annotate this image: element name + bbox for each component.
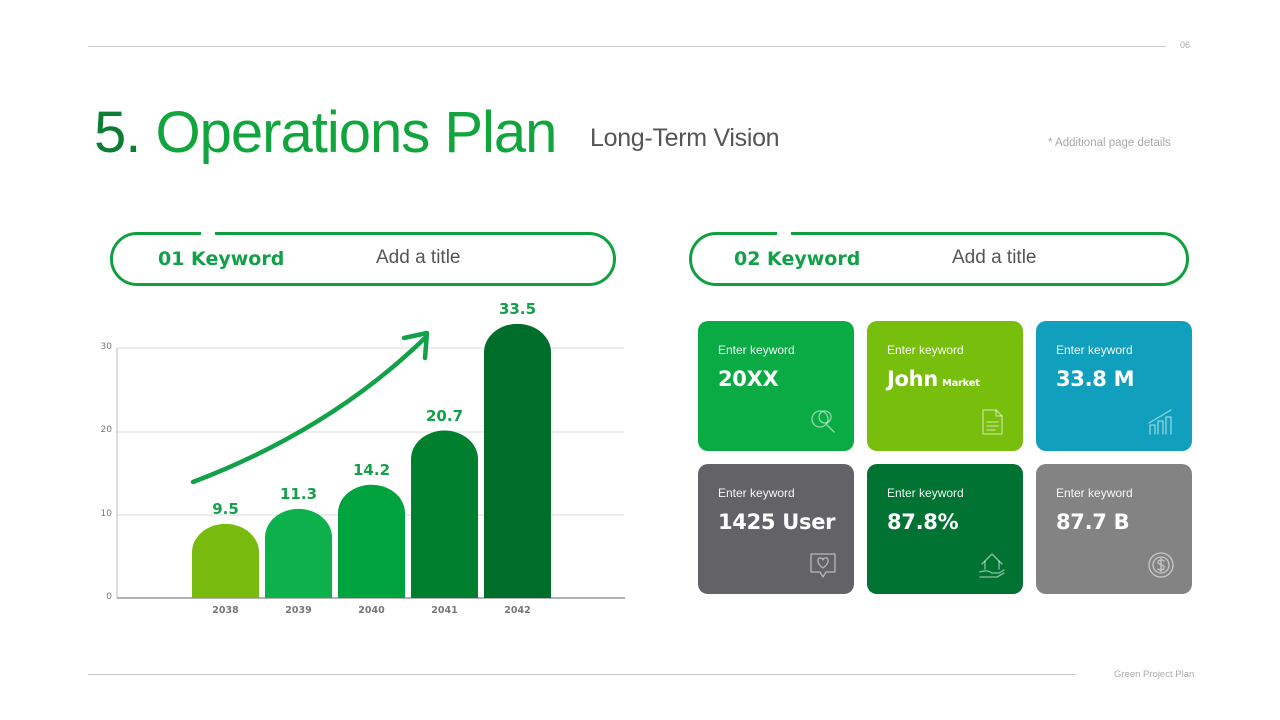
bar-value-label: 14.2 <box>352 460 391 479</box>
card-value: 33.8 M <box>1056 367 1135 391</box>
trend-arrow-icon <box>190 335 428 485</box>
stat-card: Enter keyword 87.8% <box>867 464 1023 594</box>
card-label: Enter keyword <box>1056 486 1133 500</box>
x-axis-tick: 2041 <box>431 605 458 616</box>
growth-chart-icon <box>1148 409 1172 435</box>
card-value: 87.8% <box>887 510 959 534</box>
bar-value-label: 11.3 <box>279 484 318 503</box>
page-number: 06 <box>1180 40 1191 50</box>
section-header-2: 02 Keyword Add a title <box>689 231 1189 286</box>
title-text: Operations Plan <box>155 100 558 165</box>
card-value-text: 33.8 M <box>1056 367 1135 391</box>
section-title: Add a title <box>376 247 461 268</box>
x-axis-tick: 2038 <box>212 605 239 616</box>
search-icon <box>811 410 835 433</box>
bar-value-label: 20.7 <box>425 406 464 425</box>
chart-bar <box>192 523 259 598</box>
x-axis-tick: 2042 <box>504 605 531 616</box>
coin-icon <box>1148 552 1174 578</box>
card-value-text: 20XX <box>718 367 779 391</box>
y-axis-tick: 20 <box>100 425 112 436</box>
bottom-rule <box>88 674 1076 675</box>
page-subtitle: Long-Term Vision <box>590 124 780 152</box>
section-keyword: 02 Keyword <box>734 248 861 270</box>
heart-chat-icon <box>810 553 836 578</box>
x-axis-tick: 2040 <box>358 605 385 616</box>
card-value-text: 1425 User <box>718 510 836 534</box>
stat-card: Enter keyword 20XX <box>698 321 854 451</box>
y-axis-tick: 0 <box>106 592 112 602</box>
card-value-sub: Market <box>941 378 980 389</box>
bar-value-label: 9.5 <box>212 499 239 518</box>
section-title: Add a title <box>952 247 1037 268</box>
card-value: 87.7 B <box>1056 510 1130 534</box>
chart-bars <box>192 323 551 598</box>
additional-details: * Additional page details <box>1048 137 1171 149</box>
card-value-text: 87.8% <box>887 510 959 534</box>
card-label: Enter keyword <box>718 486 795 500</box>
stat-card: Enter keyword 87.7 B <box>1036 464 1192 594</box>
y-axis-tick: 10 <box>100 508 112 519</box>
top-rule <box>88 46 1166 47</box>
card-label: Enter keyword <box>718 343 795 357</box>
card-label: Enter keyword <box>887 343 964 357</box>
section-keyword: 01 Keyword <box>158 248 285 270</box>
chart-bar <box>411 430 478 598</box>
chart-bar <box>265 508 332 598</box>
home-hand-icon <box>979 553 1005 578</box>
x-axis-tick: 2039 <box>285 605 312 616</box>
pill-gap <box>777 231 791 237</box>
stat-card: Enter keyword John Market <box>867 321 1023 451</box>
card-label: Enter keyword <box>1056 343 1133 357</box>
section-header-1: 01 Keyword Add a title <box>110 231 616 286</box>
document-icon <box>982 409 1003 435</box>
stat-card: Enter keyword 1425 User <box>698 464 854 594</box>
pill-gap <box>201 231 215 237</box>
chart-bar <box>484 323 551 598</box>
stat-card: Enter keyword 33.8 M <box>1036 321 1192 451</box>
card-value-text: 87.7 B <box>1056 510 1130 534</box>
card-value-text: John <box>887 367 938 391</box>
chart-bar <box>338 484 405 598</box>
footer-text: Green Project Plan <box>1114 669 1195 680</box>
bar-value-label: 33.5 <box>498 299 537 318</box>
card-value: 20XX <box>718 367 779 391</box>
y-axis-tick: 30 <box>100 342 112 352</box>
card-value: John Market <box>887 367 980 391</box>
title-number: 5. <box>94 100 141 165</box>
card-value: 1425 User <box>718 510 836 534</box>
card-label: Enter keyword <box>887 486 964 500</box>
page-title: 5. Operations Plan <box>94 98 558 168</box>
